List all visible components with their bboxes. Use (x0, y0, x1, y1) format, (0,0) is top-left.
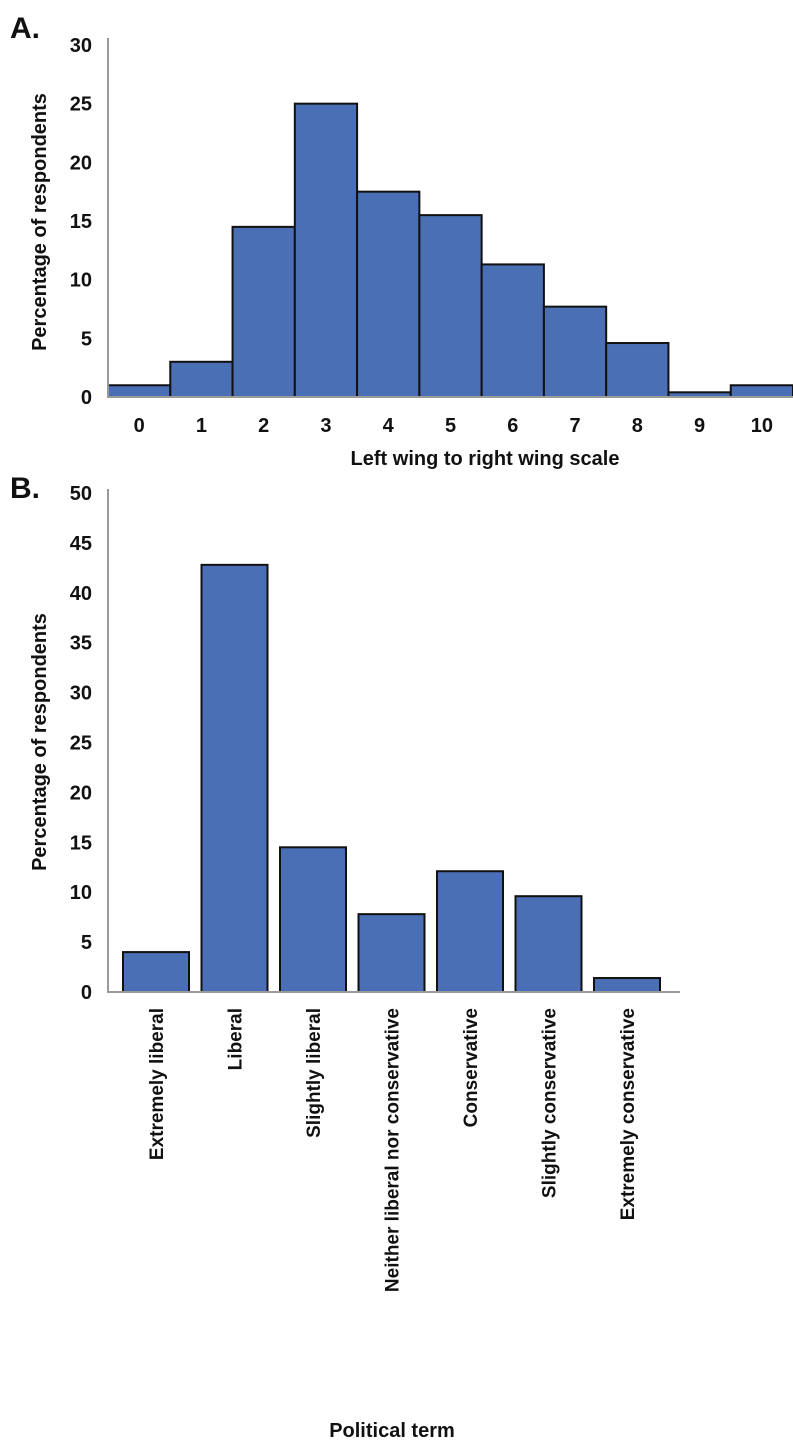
bar-a-10 (729, 384, 793, 398)
y-tick-a-15: 15 (70, 211, 92, 233)
y-tick-b-25: 25 (70, 733, 92, 755)
y-tick-b-20: 20 (70, 782, 92, 804)
x-tick-a-9: 9 (694, 415, 705, 437)
y-tick-a-25: 25 (70, 94, 92, 116)
bar-b-4 (436, 870, 504, 994)
panel-b-y-axis-title: Percentage of respondents (29, 613, 51, 871)
x-tick-a-8: 8 (632, 415, 643, 437)
bar-a-7 (542, 305, 608, 398)
bar-a-2 (231, 225, 296, 398)
bar-a-6 (480, 263, 545, 398)
panel-a-x-axis-title: Left wing to right wing scale (351, 448, 620, 470)
x-tick-a-4: 4 (383, 415, 395, 437)
y-tick-b-10: 10 (70, 882, 92, 904)
panel-a-bars (107, 102, 793, 399)
bar-b-3 (357, 913, 426, 994)
y-tick-b-30: 30 (70, 683, 92, 705)
y-tick-a-5: 5 (81, 328, 92, 350)
panel-a-axes (107, 38, 793, 398)
panel-a-x-ticks: 0 1 2 3 4 5 6 7 8 9 10 (134, 415, 773, 437)
bar-b-0 (122, 951, 190, 994)
y-tick-b-45: 45 (70, 533, 92, 555)
x-tick-a-0: 0 (134, 415, 145, 437)
bar-a-0 (107, 384, 172, 398)
y-tick-b-50: 50 (70, 483, 92, 505)
x-tick-b-5: Slightly conservative (540, 1008, 561, 1198)
x-tick-a-6: 6 (507, 415, 518, 437)
y-tick-a-10: 10 (70, 270, 92, 292)
x-tick-a-5: 5 (445, 415, 456, 437)
y-tick-b-15: 15 (70, 832, 92, 854)
bar-a-1 (169, 360, 234, 398)
panel-a-y-axis-title: Percentage of respondents (29, 93, 51, 351)
x-tick-a-1: 1 (196, 415, 207, 437)
bar-b-6 (593, 977, 661, 994)
x-tick-b-0: Extremely liberal (147, 1008, 168, 1160)
y-tick-a-30: 30 (70, 35, 92, 57)
panel-b-x-ticks: Extremely liberal Liberal Slightly liberal… (147, 1008, 639, 1292)
bar-b-2 (279, 846, 347, 993)
x-tick-b-4: Conservative (461, 1008, 482, 1127)
y-tick-a-20: 20 (70, 152, 92, 174)
bar-a-4 (356, 190, 421, 398)
y-tick-b-0: 0 (81, 982, 92, 1004)
y-tick-b-40: 40 (70, 583, 92, 605)
x-tick-a-7: 7 (569, 415, 580, 437)
y-tick-a-0: 0 (81, 387, 92, 409)
x-tick-a-3: 3 (320, 415, 331, 437)
bar-a-3 (293, 102, 359, 399)
x-tick-a-2: 2 (258, 415, 269, 437)
x-tick-a-10: 10 (751, 415, 773, 437)
x-tick-b-3: Neither liberal nor conservative (383, 1008, 404, 1292)
x-tick-b-2: Slightly liberal (304, 1008, 325, 1138)
bar-a-8 (605, 342, 670, 399)
panel-b-axes (107, 489, 680, 993)
bar-a-5 (418, 214, 483, 398)
y-tick-b-35: 35 (70, 633, 92, 655)
y-tick-b-5: 5 (81, 932, 92, 954)
x-tick-b-6: Extremely conservative (618, 1008, 639, 1220)
panel-a-label: A. (10, 12, 40, 45)
panel-b-bars (122, 563, 661, 994)
panel-b-label: B. (10, 472, 40, 505)
x-tick-b-1: Liberal (226, 1008, 247, 1070)
panel-a-y-ticks: 0 5 10 15 20 25 30 (70, 35, 92, 409)
bar-b-5 (514, 895, 583, 994)
panel-b-y-ticks: 0 5 10 15 20 25 30 35 40 45 50 (70, 483, 92, 1004)
panel-b-x-axis-title: Political term (329, 1420, 455, 1442)
bar-b-1 (200, 563, 269, 994)
